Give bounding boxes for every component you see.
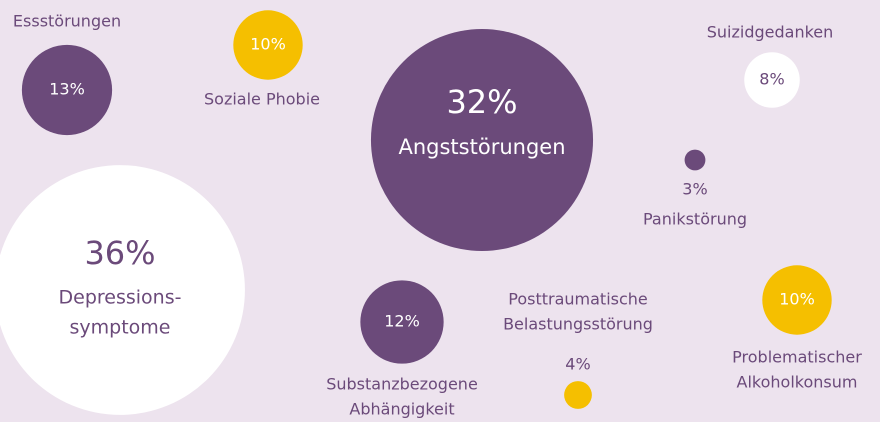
bubble	[684, 149, 706, 171]
value-label: 8%	[759, 70, 784, 89]
value-label: 3%	[682, 180, 707, 199]
value-label: 13%	[49, 80, 85, 99]
value-label: 10%	[250, 35, 286, 54]
value-label: 12%	[384, 312, 420, 331]
bubble	[21, 44, 113, 136]
bubble-label: Abhängigkeit	[349, 400, 454, 419]
value-label: 10%	[779, 290, 815, 309]
bubble	[360, 280, 444, 364]
bubble-label: Alkoholkonsum	[737, 373, 858, 392]
bubble-label: Essstörungen	[13, 12, 121, 31]
value-label: 36%	[84, 234, 155, 272]
bubble-label: Panikstörung	[643, 210, 747, 229]
bubble	[762, 265, 832, 335]
bubble-label: Soziale Phobie	[204, 90, 320, 109]
bubble-label: symptome	[70, 317, 171, 339]
bubble-label: Suizidgedanken	[707, 23, 834, 42]
value-label: 4%	[565, 355, 590, 374]
bubble	[564, 381, 592, 409]
bubble-label: Substanzbezogene	[326, 375, 478, 394]
bubble	[370, 28, 594, 252]
bubble-label: Angststörungen	[398, 135, 565, 159]
bubble-label: Problematischer	[732, 348, 862, 367]
bubble	[0, 165, 245, 415]
value-label: 32%	[446, 83, 517, 121]
bubble-label: Depressions-	[59, 287, 182, 309]
bubble-label: Posttraumatische	[508, 290, 648, 309]
bubble-label: Belastungsstörung	[503, 315, 653, 334]
bubble	[744, 52, 800, 108]
bubble	[233, 10, 303, 80]
